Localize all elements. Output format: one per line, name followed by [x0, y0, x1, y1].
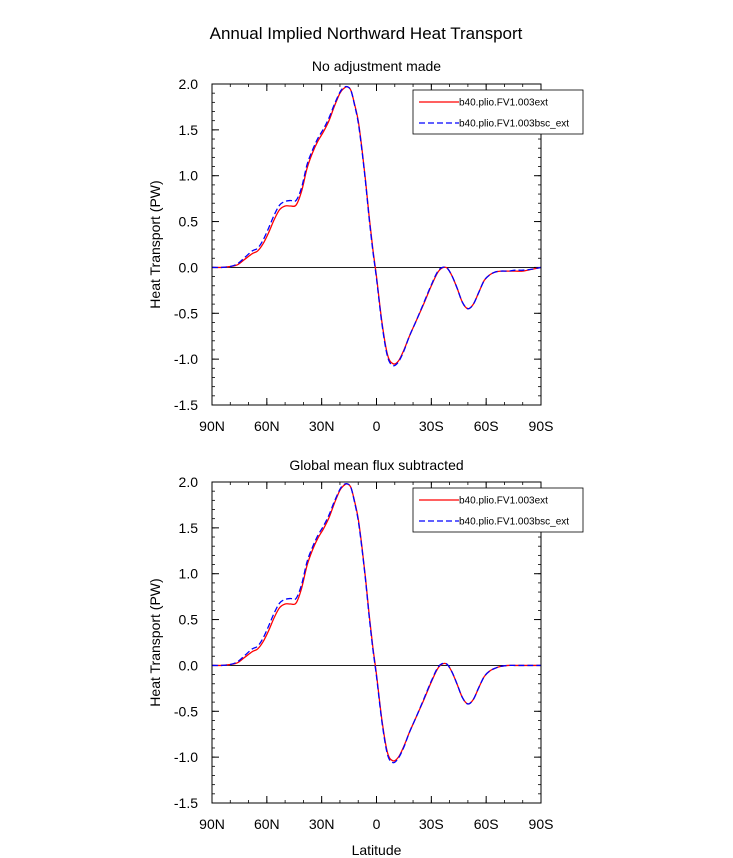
panel-bottom: Global mean flux subtracted 2.0 1.5 1.0 0.5 0… [147, 457, 584, 858]
x-tick-label: 30S [419, 816, 444, 832]
y-tick-label: -0.5 [174, 703, 198, 719]
y-tick-label: 1.0 [179, 168, 199, 184]
x-tick-label: 0 [373, 816, 381, 832]
x-tick-label: 0 [373, 418, 381, 434]
legend-label: b40.plio.FV1.003ext [459, 496, 548, 507]
x-tick-label: 90N [199, 816, 225, 832]
x-tick-label: 30N [309, 816, 335, 832]
x-tick-label: 90S [529, 418, 554, 434]
series-line-bsc-ext [211, 483, 542, 764]
panel-title: Global mean flux subtracted [289, 457, 463, 473]
panel-title: No adjustment made [312, 58, 441, 74]
y-tick-label: 0.0 [179, 259, 199, 275]
legend-label: b40.plio.FV1.003bsc_ext [459, 517, 569, 528]
y-axis-label: Heat Transport (PW) [147, 578, 163, 706]
legend-box [412, 89, 584, 135]
x-tick-label: 60N [254, 816, 280, 832]
y-tick-label: 0.5 [179, 214, 199, 230]
legend: b40.plio.FV1.003ext b40.plio.FV1.003bsc_e… [412, 89, 584, 135]
plot-frame [211, 83, 542, 406]
legend-box [412, 487, 584, 533]
y-tick-label: -1.0 [174, 749, 198, 765]
y-tick-label: 0.0 [179, 657, 199, 673]
figure-title: Annual Implied Northward Heat Transport [210, 24, 523, 43]
y-tick-label: -1.5 [174, 397, 198, 413]
legend-label: b40.plio.FV1.003bsc_ext [459, 119, 569, 130]
series-line-bsc-ext [211, 85, 542, 367]
y-tick-label: 2.0 [179, 76, 199, 92]
y-axis-label: Heat Transport (PW) [147, 180, 163, 308]
legend-label: b40.plio.FV1.003ext [459, 98, 548, 109]
y-tick-label: -1.5 [174, 795, 198, 811]
x-tick-label: 90N [199, 418, 225, 434]
y-tick-label: -0.5 [174, 305, 198, 321]
panel-top: No adjustment made 2.0 1.5 1.0 0.5 0.0 -0.5 -1.… [147, 58, 584, 434]
y-tick-label: 1.5 [179, 122, 199, 138]
y-tick-label: -1.0 [174, 351, 198, 367]
x-tick-label: 60N [254, 418, 280, 434]
plot-frame [211, 481, 542, 804]
legend: b40.plio.FV1.003ext b40.plio.FV1.003bsc_e… [412, 487, 584, 533]
y-tick-label: 1.5 [179, 520, 199, 536]
y-tick-label: 0.5 [179, 612, 199, 628]
y-tick-label: 1.0 [179, 566, 199, 582]
x-tick-label: 30N [309, 418, 335, 434]
x-tick-label: 60S [474, 816, 499, 832]
x-tick-label: 30S [419, 418, 444, 434]
y-tick-label: 2.0 [179, 474, 199, 490]
x-axis-label: Latitude [352, 842, 402, 858]
x-tick-label: 60S [474, 418, 499, 434]
x-tick-label: 90S [529, 816, 554, 832]
